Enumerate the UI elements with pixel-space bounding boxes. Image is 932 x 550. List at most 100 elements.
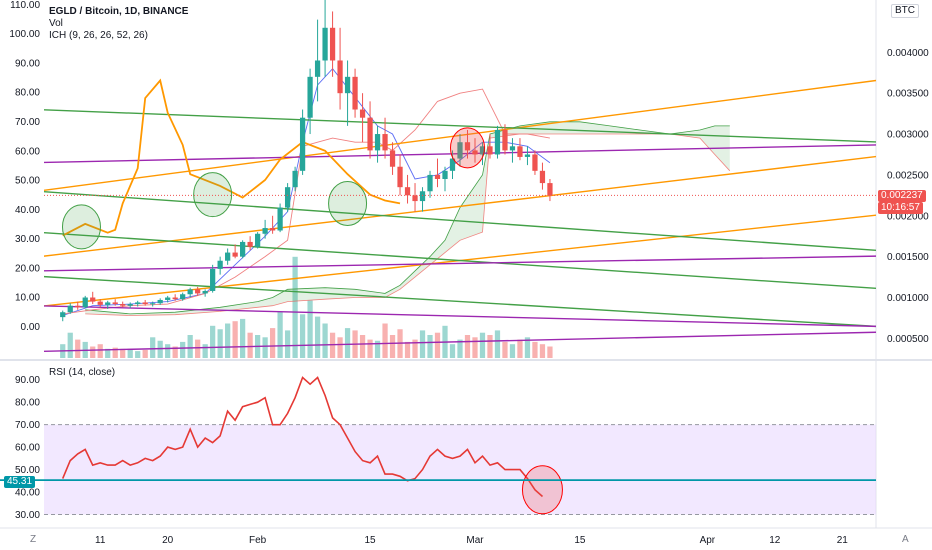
orange-trend-line <box>44 155 876 257</box>
candle-body <box>60 312 66 318</box>
rsi-y-tick-label: 30.00 <box>15 510 40 521</box>
volume-bar <box>487 335 493 358</box>
volume-bar <box>142 349 148 358</box>
candle-body <box>397 166 403 188</box>
left-y-tick-label: 20.00 <box>15 263 40 274</box>
volume-bar <box>359 335 366 358</box>
volume-bar <box>479 332 486 358</box>
candle-body <box>97 301 103 305</box>
left-y-tick-label: 80.00 <box>15 88 40 99</box>
rsi-band <box>44 424 876 515</box>
candle-body <box>112 302 118 305</box>
candle-body <box>135 302 141 305</box>
price-y-tick-label: 0.002000 <box>887 211 929 222</box>
volume-bar <box>419 330 426 358</box>
volume-bar <box>262 337 268 358</box>
candle-body <box>352 76 358 110</box>
candle-body <box>412 195 418 202</box>
candle-body <box>532 154 538 171</box>
green-trend-line <box>44 109 876 143</box>
volume-legend: Vol <box>49 18 63 29</box>
candle-body <box>262 228 268 234</box>
volume-bar <box>382 323 388 358</box>
rsi-line <box>61 376 544 498</box>
candle-body <box>374 134 381 151</box>
price-y-tick-label: 0.000500 <box>887 334 929 345</box>
candle-body <box>367 117 373 151</box>
volume-bar <box>180 341 186 358</box>
x-tick-label: Apr <box>700 535 716 546</box>
x-tick-label: 15 <box>574 535 586 546</box>
volume-bar <box>509 344 516 358</box>
left-y-tick-label: 90.00 <box>15 58 40 69</box>
volume-bar <box>344 328 351 358</box>
volume-bar <box>389 335 396 358</box>
rsi-highlight-ellipse <box>521 465 563 515</box>
volume-bar <box>120 348 126 358</box>
rsi-value-tag: 45.31 <box>4 476 36 488</box>
x-tick-label: Feb <box>249 535 267 546</box>
volume-bar <box>494 330 501 358</box>
candle-body <box>479 146 486 155</box>
currency-badge[interactable]: BTC <box>891 4 919 18</box>
candle-body <box>127 304 133 306</box>
x-tick-label: 11 <box>95 535 106 546</box>
volume-bar <box>277 312 283 358</box>
x-tick-label: 15 <box>364 535 376 546</box>
volume-bar <box>210 325 216 358</box>
candle-body <box>247 241 253 247</box>
candle-body <box>299 117 306 171</box>
volume-bar <box>457 339 463 358</box>
candle-body <box>434 174 441 179</box>
candle-body <box>517 146 523 157</box>
left-y-tick-label: 0.00 <box>21 322 41 333</box>
price-y-tick-label: 0.001500 <box>887 252 929 263</box>
candle-body <box>180 294 186 300</box>
volume-bar <box>225 323 231 358</box>
auto-scale-toggle[interactable]: A <box>902 534 909 545</box>
volume-bar <box>232 321 238 358</box>
purple-trend-line <box>44 255 876 272</box>
ichimoku-span-a <box>85 121 730 315</box>
x-tick-label: 20 <box>162 535 174 546</box>
candle-body <box>389 150 396 167</box>
purple-trend-line <box>44 305 876 328</box>
volume-bar <box>367 339 373 358</box>
ichimoku-span-b <box>85 133 731 316</box>
price-y-tick-label: 0.003500 <box>887 89 929 100</box>
volume-bar <box>284 330 291 358</box>
x-tick-label: 12 <box>769 535 781 546</box>
candle-body <box>120 304 126 306</box>
candle-body <box>359 109 366 118</box>
left-y-tick-label: 10.00 <box>15 293 40 304</box>
rsi-pane <box>44 376 876 516</box>
candle-body <box>322 27 328 61</box>
ichimoku-legend: ICH (9, 26, 26, 52, 26) <box>49 30 148 41</box>
volume-bar <box>135 351 141 358</box>
candle-body <box>217 260 223 269</box>
rsi-y-tick-label: 90.00 <box>15 375 40 386</box>
rsi-y-tick-label: 80.00 <box>15 398 40 409</box>
green-highlight-ellipse <box>328 180 368 226</box>
zoom-reset-icon[interactable]: Z <box>30 534 37 545</box>
volume-bar <box>502 341 508 358</box>
volume-bar <box>217 329 223 358</box>
candle-body <box>337 60 343 94</box>
volume-bar <box>75 339 81 358</box>
left-y-tick-label: 100.00 <box>9 29 40 40</box>
volume-bar <box>524 337 531 358</box>
candle-body <box>150 303 156 305</box>
candle-body <box>314 60 321 77</box>
candle-body <box>82 297 88 308</box>
candle-body <box>165 297 171 300</box>
chart-title: EGLD / Bitcoin, 1D, BINANCE <box>49 6 189 17</box>
volume-bar <box>464 335 471 358</box>
candle-body <box>90 297 96 302</box>
candle-body <box>442 170 448 179</box>
candle-body <box>344 76 351 94</box>
candle-body <box>487 146 493 155</box>
volume-bar <box>269 328 276 358</box>
candle-body <box>195 289 201 294</box>
price-y-tick-label: 0.001000 <box>887 293 929 304</box>
candle-body <box>240 241 246 257</box>
